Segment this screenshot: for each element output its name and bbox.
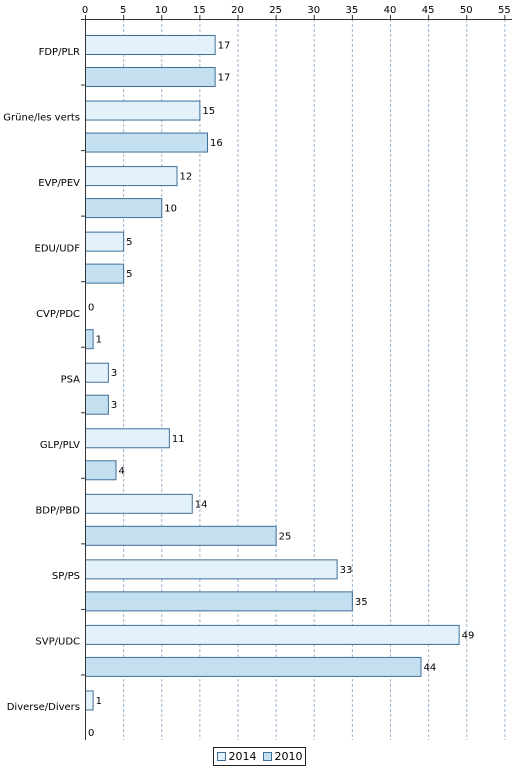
value-label-2014-psa: 3 (111, 368, 117, 379)
value-label-2014-evp-pev: 12 (180, 172, 193, 183)
x-tick-label: 20 (231, 5, 244, 16)
value-label-2010-evp-pev: 10 (164, 204, 177, 215)
value-label-2010-edu-udf: 5 (126, 269, 132, 280)
value-label-2014-glp-plv: 11 (172, 434, 185, 445)
value-label-2014-sp-ps: 33 (340, 565, 353, 576)
value-label-2010-svp-udc: 44 (424, 662, 437, 673)
bar-2010-glp-plv (85, 460, 117, 481)
bar-2010-cvp-pdc (85, 329, 94, 350)
value-label-2014-fdp-plr: 17 (218, 41, 231, 52)
value-label-2010-sp-ps: 35 (355, 597, 368, 608)
axes (81, 15, 512, 740)
bar-2014-svp-udc (85, 624, 460, 645)
legend-item-2014: 2014 (216, 750, 257, 763)
value-label-2010-glp-plv: 4 (119, 466, 125, 477)
category-label-bdp-pbd: BDP/PBD (35, 506, 80, 517)
value-label-2014-diverse-divers: 1 (96, 696, 102, 707)
x-tick-label: 45 (422, 5, 435, 16)
bar-2014-evp-pev (85, 166, 178, 187)
bar-2010-evp-pev (85, 198, 163, 219)
value-label-2010-gr-ne-les-verts: 16 (210, 138, 223, 149)
value-label-2014-edu-udf: 5 (126, 237, 132, 248)
x-tick-label: 25 (269, 5, 282, 16)
category-label-gr-ne-les-verts: Grüne/les verts (3, 112, 80, 123)
value-label-2010-bdp-pbd: 25 (279, 531, 292, 542)
value-label-2014-gr-ne-les-verts: 15 (202, 106, 215, 117)
legend-swatch-2014 (216, 752, 226, 761)
legend-swatch-2010 (262, 752, 272, 761)
bar-2014-fdp-plr (85, 35, 216, 55)
x-tick-label: 55 (498, 5, 511, 16)
x-tick-label: 15 (193, 5, 206, 16)
bars (85, 35, 460, 711)
x-tick-label: 10 (155, 5, 168, 16)
value-label-2010-diverse-divers: 0 (88, 728, 94, 739)
x-tick-label: 40 (384, 5, 397, 16)
x-tick-label: 0 (82, 5, 88, 16)
value-label-2014-svp-udc: 49 (462, 630, 475, 641)
bar-2014-psa (85, 362, 109, 383)
legend-label-2010: 2010 (274, 750, 303, 763)
value-label-2010-cvp-pdc: 1 (96, 335, 102, 346)
bar-2014-glp-plv (85, 428, 170, 449)
bar-2010-svp-udc (85, 656, 422, 677)
bar-2010-fdp-plr (85, 67, 216, 87)
bar-2010-edu-udf (85, 263, 125, 284)
legend-label-2014: 2014 (228, 750, 257, 763)
x-tick-label: 50 (460, 5, 473, 16)
bar-2014-gr-ne-les-verts (85, 100, 201, 121)
legend-item-2010: 2010 (262, 750, 303, 763)
bar-2010-sp-ps (85, 591, 353, 612)
bar-2010-psa (85, 394, 109, 415)
bar-2010-bdp-pbd (85, 525, 277, 546)
value-label-2014-cvp-pdc: 0 (88, 303, 94, 314)
category-label-cvp-pdc: CVP/PDC (36, 309, 80, 320)
value-label-2010-fdp-plr: 17 (218, 73, 231, 84)
x-tick-label: 5 (120, 5, 126, 16)
legend: 2014 2010 (213, 747, 306, 766)
value-label-2010-psa: 3 (111, 400, 117, 411)
value-label-2014-bdp-pbd: 14 (195, 499, 208, 510)
bar-2014-sp-ps (85, 559, 338, 580)
category-label-fdp-plr: FDP/PLR (39, 47, 80, 58)
category-label-psa: PSA (61, 375, 81, 386)
bar-2014-diverse-divers (85, 690, 94, 711)
bar-2014-edu-udf (85, 231, 125, 252)
bar-2010-gr-ne-les-verts (85, 132, 208, 153)
bar-2014-bdp-pbd (85, 493, 193, 514)
category-label-glp-plv: GLP/PLV (40, 440, 80, 451)
x-tick-label: 35 (346, 5, 359, 16)
x-tick-label: 30 (307, 5, 320, 16)
category-label-edu-udf: EDU/UDF (35, 243, 81, 254)
category-label-diverse-divers: Diverse/Divers (7, 702, 80, 713)
category-label-evp-pev: EVP/PEV (38, 178, 80, 189)
category-label-svp-udc: SVP/UDC (35, 637, 80, 648)
category-label-sp-ps: SP/PS (52, 571, 80, 582)
